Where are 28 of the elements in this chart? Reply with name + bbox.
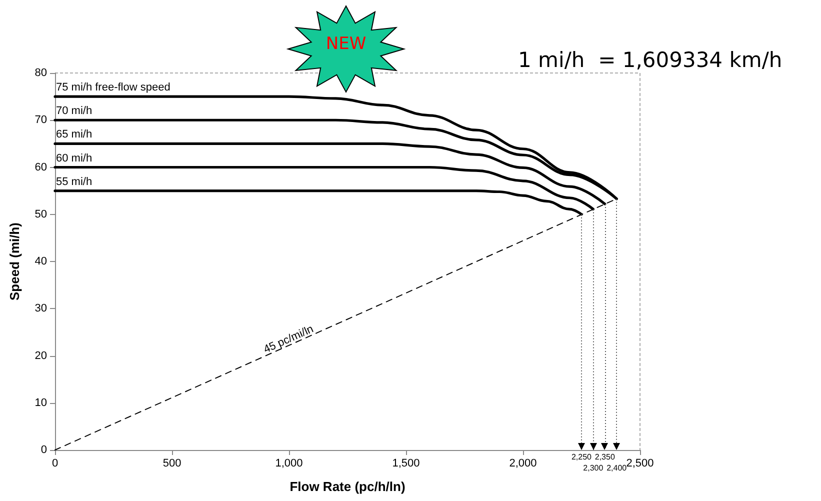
text: NEW: [324, 34, 368, 54]
x-axis-title: Flow Rate (pc/h/ln): [290, 479, 406, 494]
x-tick-label: 1,500: [392, 458, 420, 470]
series-label: 55 mi/h: [56, 176, 92, 188]
series-label: 60 mi/h: [56, 152, 92, 164]
y-tick-label: 50: [34, 208, 47, 220]
series-label: 70 mi/h: [56, 105, 92, 118]
y-tick-label: 10: [34, 396, 47, 409]
y-tick-label: 0: [40, 444, 47, 456]
ref-line-label: 2,250: [571, 452, 592, 462]
x-tick-label: 500: [162, 458, 182, 470]
x-tick-label: 2,000: [509, 458, 537, 470]
x-tick-label: 0: [52, 458, 58, 470]
y-tick-label: 40: [34, 256, 47, 268]
text: 1 mi/h = 1,609334 km/h: [518, 48, 782, 72]
ref-line-label: 2,350: [594, 452, 616, 462]
series-label: 65 mi/h: [56, 128, 92, 141]
y-tick-label: 80: [34, 67, 47, 79]
ref-line-label: 2,400: [606, 464, 628, 472]
y-tick-label: 70: [34, 114, 47, 126]
y-tick-label: 20: [34, 350, 47, 362]
x-tick-label: 2,500: [626, 458, 654, 470]
y-tick-label: 30: [34, 302, 47, 315]
series-label: 75 mi/h free-flow speed: [56, 82, 170, 94]
ref-line-label: 2,300: [583, 464, 604, 472]
y-tick-label: 60: [34, 161, 47, 174]
x-tick-label: 1,000: [275, 458, 303, 470]
y-axis-title: Speed (mi/h): [7, 222, 22, 301]
